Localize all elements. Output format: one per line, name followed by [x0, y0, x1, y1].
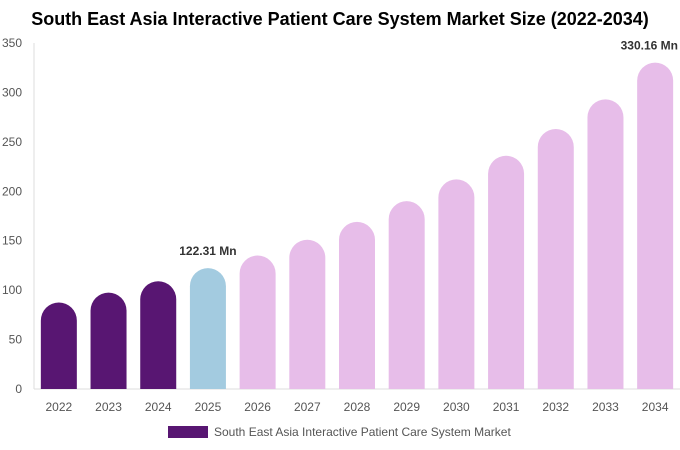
y-tick-label: 150: [2, 234, 22, 248]
x-tick-label: 2026: [244, 400, 271, 414]
legend[interactable]: South East Asia Interactive Patient Care…: [168, 425, 511, 439]
y-tick-label: 350: [2, 36, 22, 50]
y-tick-label: 0: [15, 382, 22, 396]
x-tick-label: 2024: [145, 400, 172, 414]
x-tick-label: 2023: [95, 400, 122, 414]
legend-swatch: [168, 426, 208, 438]
y-tick-label: 300: [2, 85, 22, 99]
x-tick-label: 2022: [45, 400, 72, 414]
y-tick-label: 250: [2, 135, 22, 149]
bar-2030[interactable]: [438, 179, 475, 389]
bar-2025[interactable]: [189, 268, 226, 389]
y-tick-label: 100: [2, 283, 22, 297]
x-tick-label: 2027: [294, 400, 321, 414]
x-tick-label: 2032: [542, 400, 569, 414]
x-tick-label: 2033: [592, 400, 619, 414]
data-label-2025: 122.31 Mn: [179, 244, 236, 258]
bar-2023[interactable]: [90, 292, 127, 389]
y-tick-label: 50: [9, 333, 23, 347]
bar-2029[interactable]: [388, 201, 425, 389]
bar-2031[interactable]: [488, 155, 525, 389]
x-tick-label: 2029: [393, 400, 420, 414]
legend-label: South East Asia Interactive Patient Care…: [214, 425, 511, 439]
bar-2033[interactable]: [587, 99, 624, 389]
bar-2026[interactable]: [239, 255, 276, 389]
x-tick-label: 2025: [195, 400, 222, 414]
bar-2032[interactable]: [537, 129, 574, 389]
bar-2022[interactable]: [40, 302, 77, 390]
x-tick-label: 2028: [344, 400, 371, 414]
bar-2028[interactable]: [339, 221, 375, 389]
bar-2027[interactable]: [289, 239, 326, 389]
y-tick-label: 200: [2, 184, 22, 198]
bar-2034[interactable]: [637, 62, 674, 390]
data-label-2034: 330.16 Mn: [621, 39, 678, 53]
x-tick-label: 2031: [493, 400, 520, 414]
chart-title: South East Asia Interactive Patient Care…: [31, 9, 649, 29]
x-tick-label: 2034: [642, 400, 669, 414]
x-tick-label: 2030: [443, 400, 470, 414]
bar-2024[interactable]: [140, 281, 177, 389]
